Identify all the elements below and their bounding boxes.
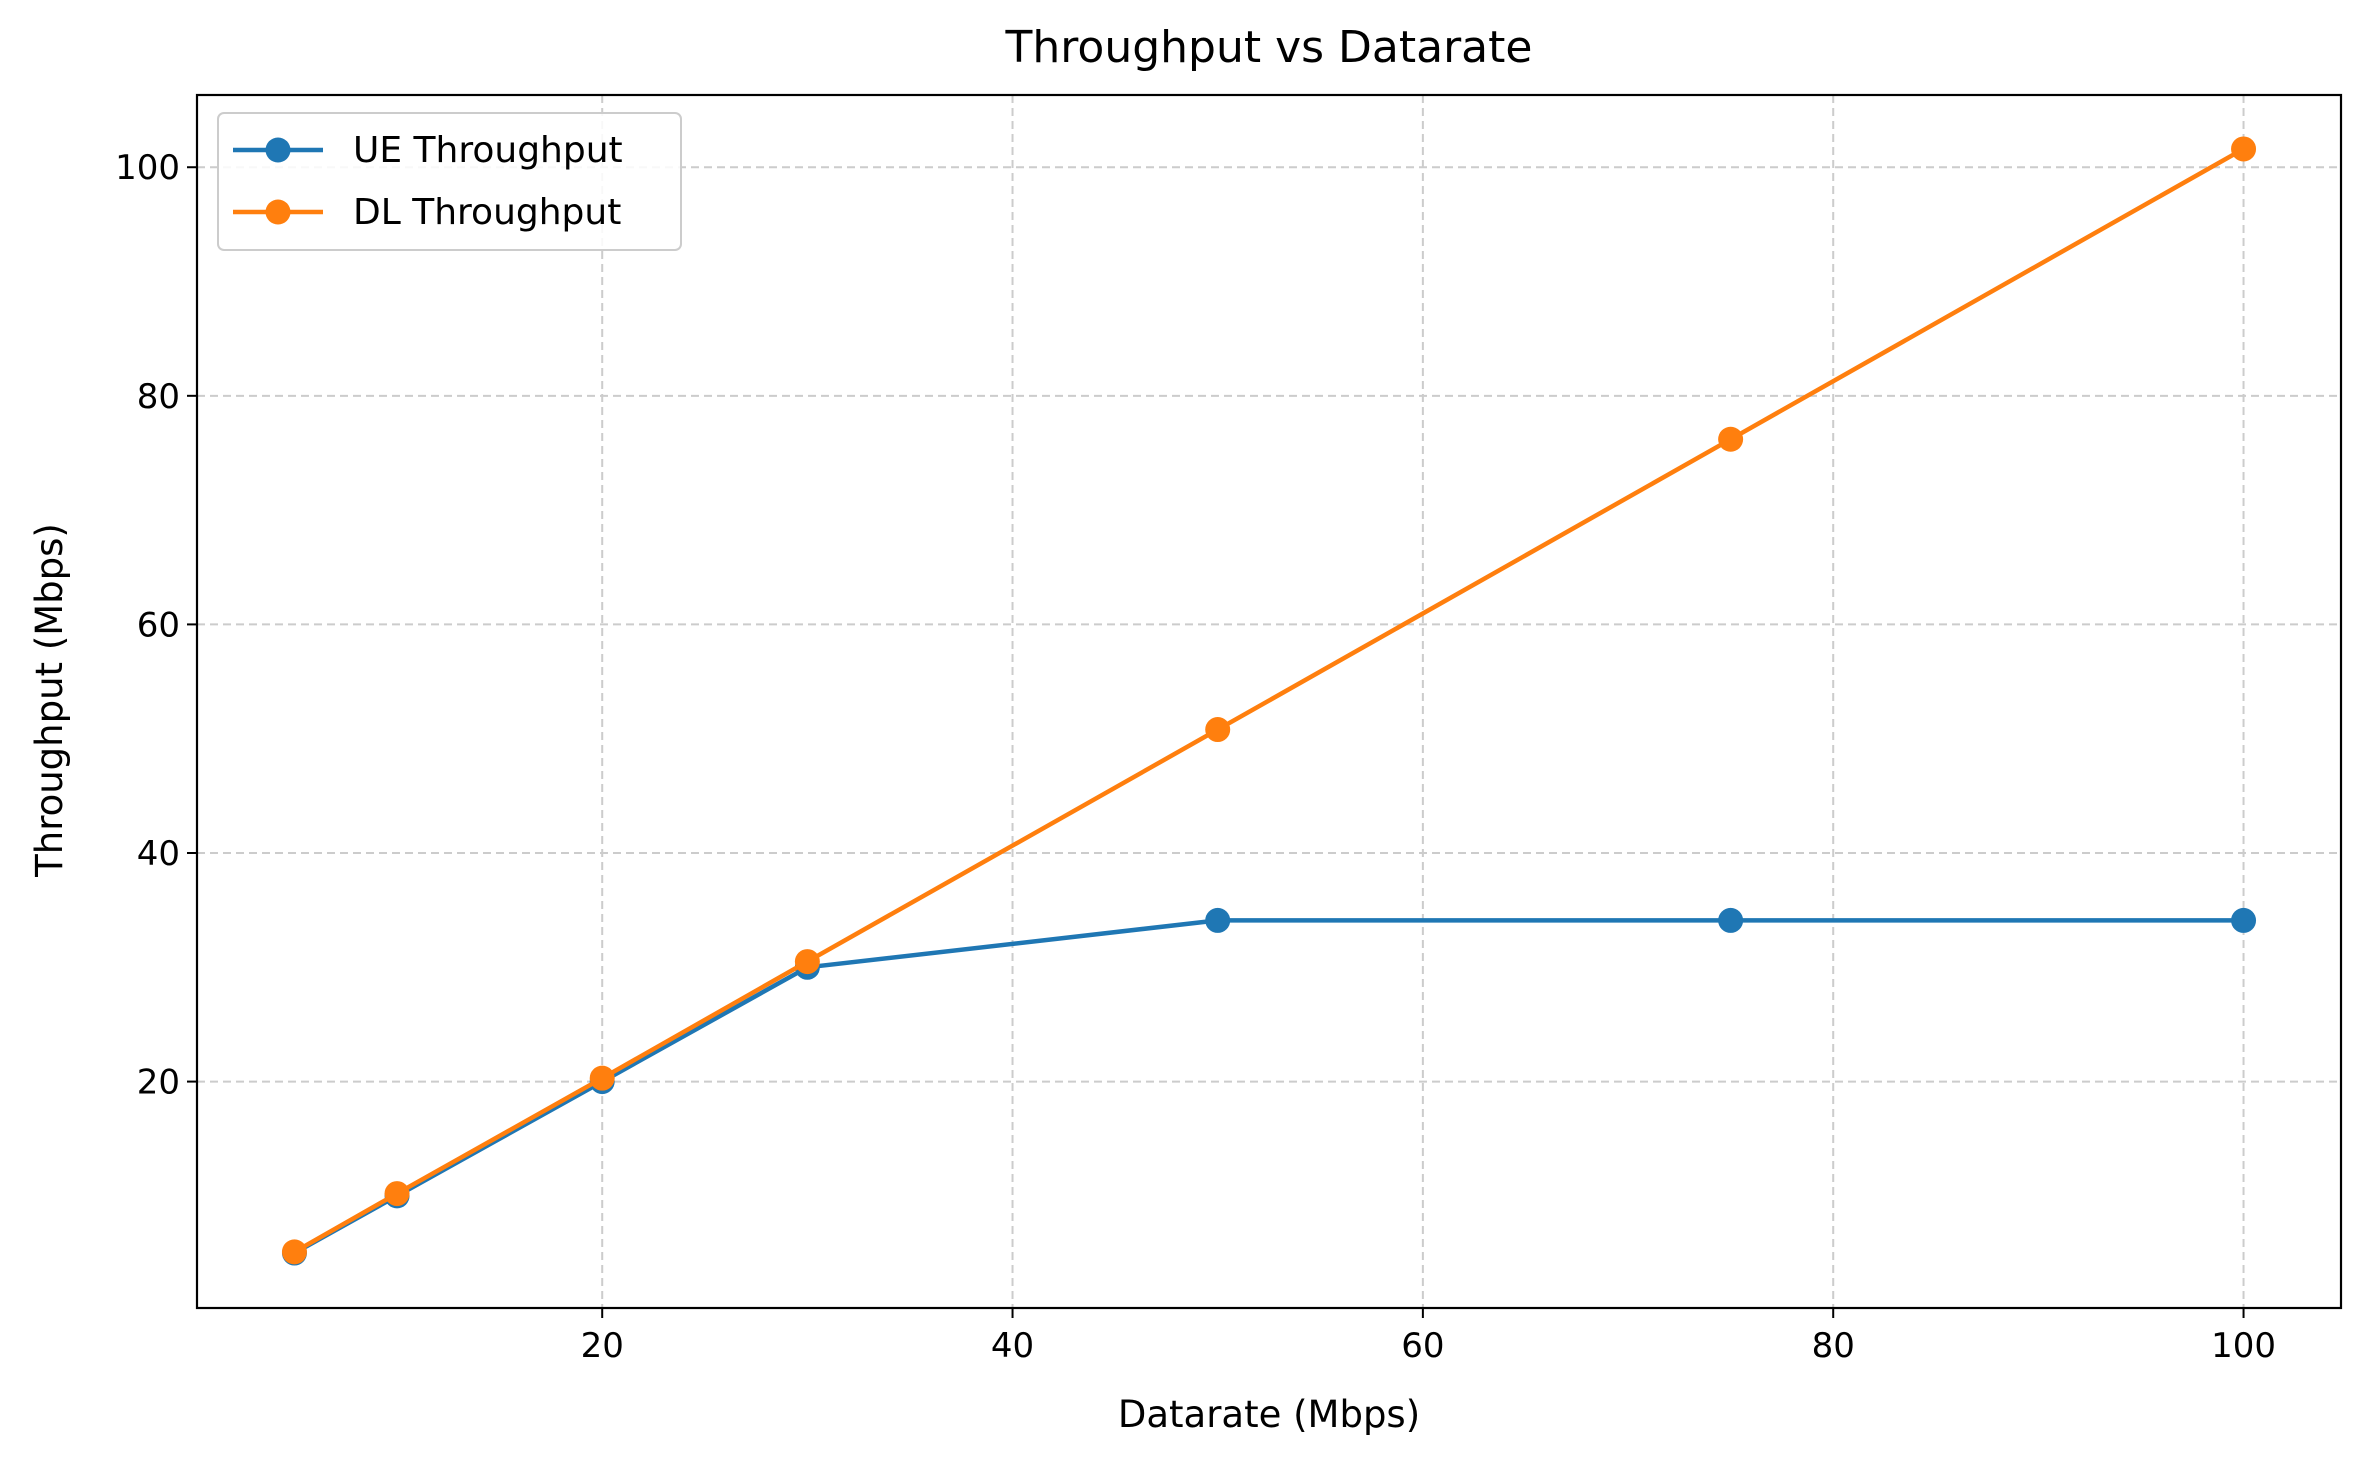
legend-label: UE Throughput (353, 130, 623, 171)
data-point (1718, 426, 1744, 452)
series-1 (281, 136, 2257, 1265)
legend-marker (265, 199, 291, 225)
y-tick-label: 80 (137, 377, 180, 417)
data-point (2231, 136, 2257, 162)
data-point (589, 1065, 615, 1091)
chart-title: Throughput vs Datarate (1005, 22, 1533, 73)
data-point (281, 1239, 307, 1265)
y-tick-label: 20 (137, 1063, 180, 1103)
y-tick-label: 60 (137, 605, 180, 645)
x-axis-label: Datarate (Mbps) (1118, 1393, 1420, 1436)
data-point (1205, 717, 1231, 743)
data-point (1718, 907, 1744, 933)
data-point (384, 1181, 410, 1207)
x-tick-label: 80 (1812, 1326, 1855, 1366)
series-layer (281, 136, 2257, 1266)
legend-marker (265, 137, 291, 163)
x-tick-label: 20 (581, 1326, 624, 1366)
x-axis: 20 40 60 80 100 (581, 1308, 2276, 1366)
legend: UE Throughput DL Throughput (217, 112, 682, 251)
legend-label: DL Throughput (353, 192, 621, 233)
x-tick-label: 60 (1401, 1326, 1444, 1366)
x-tick-label: 100 (2211, 1326, 2276, 1366)
data-point (794, 949, 820, 975)
plot-frame (195, 93, 2343, 1310)
legend-box (217, 112, 682, 251)
y-tick-label: 100 (115, 148, 180, 188)
x-tick-label: 40 (991, 1326, 1034, 1366)
y-tick-label: 40 (137, 834, 180, 874)
y-axis-label: Throughput (Mbps) (28, 523, 71, 878)
y-axis: 20 40 60 80 100 (115, 148, 197, 1103)
data-point (2231, 907, 2257, 933)
data-point (1205, 907, 1231, 933)
